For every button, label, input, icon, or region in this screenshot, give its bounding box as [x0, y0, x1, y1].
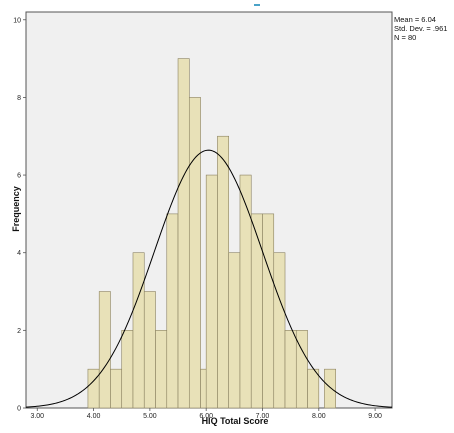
histogram-bar	[228, 252, 241, 409]
histogram-bar	[188, 97, 201, 409]
histogram-bar	[273, 252, 286, 409]
y-tick-label: 6	[17, 173, 21, 180]
histogram-bar	[284, 330, 297, 409]
histogram-bar	[166, 213, 179, 409]
x-tick-label: 4.00	[87, 413, 101, 420]
y-axis-ticks: 0 2 4 6 8 10	[13, 17, 26, 413]
top-marker	[254, 4, 260, 6]
stats-box: Mean = 6.04 Std. Dev. = .961 N = 80	[394, 15, 447, 42]
x-tick-label: 5.00	[143, 413, 157, 420]
histogram-bar	[132, 252, 145, 409]
y-tick-label: 10	[13, 17, 21, 24]
histogram-bar	[121, 330, 134, 409]
y-tick-label: 2	[17, 328, 21, 335]
x-axis-label: HIQ Total Score	[201, 416, 269, 426]
histogram-bar	[155, 330, 168, 409]
histogram-bar	[177, 58, 190, 409]
y-tick-label: 8	[17, 95, 21, 102]
histogram-bar	[110, 368, 123, 409]
x-tick-label: 7.00	[256, 413, 270, 420]
x-tick-label: 6.00	[199, 413, 213, 420]
histogram-bar	[87, 368, 100, 409]
bars-group	[87, 58, 336, 409]
normal-curve	[25, 149, 393, 408]
histogram-bar	[217, 135, 230, 409]
histogram-bar	[250, 213, 263, 409]
x-axis-ticks: 3.00 4.00 5.00 6.00 7.00 8.00 9.00	[30, 408, 382, 420]
x-tick-label: 3.00	[30, 413, 44, 420]
histogram-bar	[98, 291, 111, 409]
stats-mean: Mean = 6.04	[394, 15, 436, 24]
histogram-bar	[205, 174, 218, 409]
histogram-bar	[262, 213, 275, 409]
histogram-bar	[307, 368, 320, 409]
x-tick-label: 9.00	[368, 413, 382, 420]
stats-n: N = 80	[394, 33, 417, 42]
stats-sd: Std. Dev. = .961	[394, 24, 448, 33]
y-axis-label: Frequency	[11, 186, 21, 232]
y-tick-label: 4	[17, 250, 21, 257]
histogram-bar	[324, 368, 336, 409]
y-tick-label: 0	[17, 406, 21, 413]
histogram-bar	[143, 291, 156, 409]
histogram-bar	[239, 174, 252, 409]
x-tick-label: 8.00	[312, 413, 326, 420]
